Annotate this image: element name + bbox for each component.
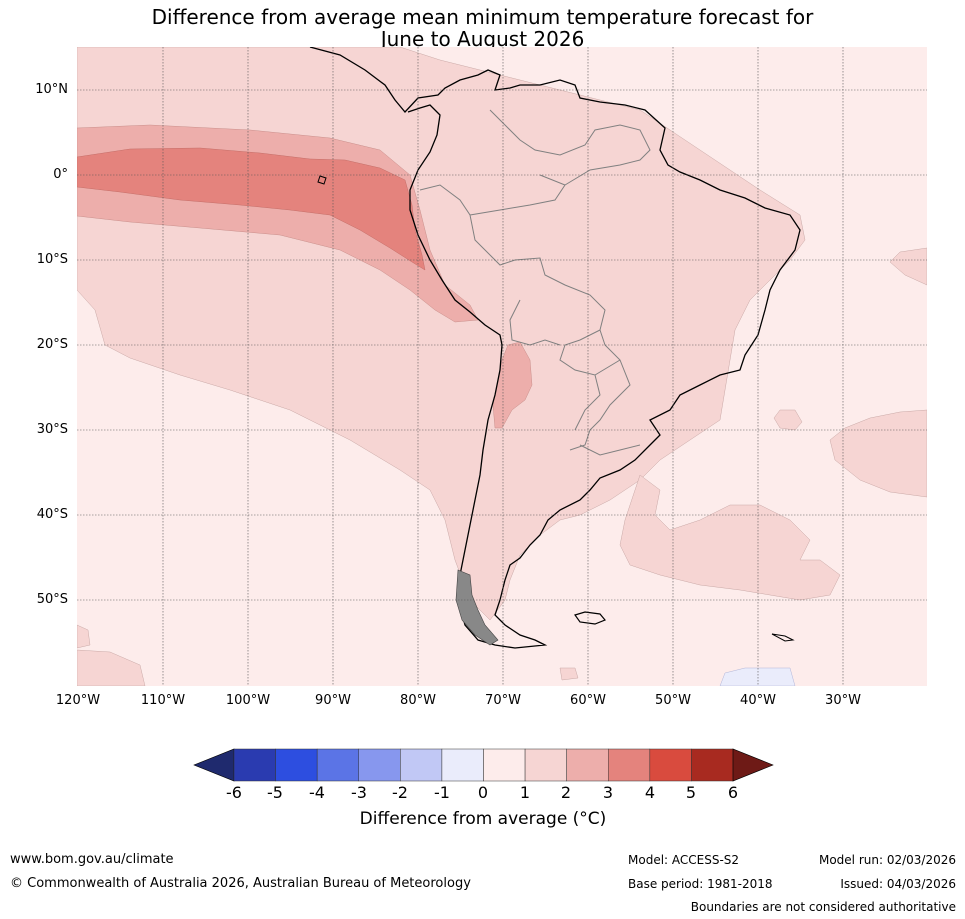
anomaly-1-2-atlantic — [619, 474, 841, 601]
colorbar-segment — [524, 748, 567, 782]
website-link[interactable]: www.bom.gov.au/climate — [10, 852, 174, 867]
colorbar-segment — [649, 748, 692, 782]
chile-archipelago — [455, 569, 499, 646]
issued-text: Issued: 04/03/2026 — [840, 877, 956, 891]
lon-label-40w: 40°W — [740, 693, 776, 708]
colorbar-arrow-high — [732, 748, 774, 782]
south-georgia — [771, 633, 795, 642]
disclaimer-text: Boundaries are not considered authoritat… — [690, 900, 956, 914]
graticule — [77, 47, 927, 686]
anomaly-1-2-w-patch — [77, 624, 91, 649]
falkland-islands — [574, 611, 606, 625]
lon-label-60w: 60°W — [570, 693, 606, 708]
colorbar-tick-neg1: -1 — [434, 783, 450, 802]
colorbar-tick-neg2: -2 — [392, 783, 408, 802]
lat-label-0: 0° — [53, 167, 68, 182]
anomaly-3-4-region — [77, 147, 426, 271]
colorbar-segment — [691, 748, 734, 782]
colorbar-arrow-low — [193, 748, 235, 782]
anomaly-1-2-sw-patch — [77, 649, 146, 686]
lon-label-90w: 90°W — [315, 693, 351, 708]
colorbar-tick-0: 0 — [477, 783, 489, 802]
lon-label-50w: 50°W — [655, 693, 691, 708]
colorbar-segment — [233, 748, 276, 782]
lon-label-80w: 80°W — [400, 693, 436, 708]
lat-label-50s: 50°S — [36, 592, 68, 607]
colorbar-segment — [316, 748, 359, 782]
lon-label-120w: 120°W — [55, 693, 101, 708]
model-run-text: Model run: 02/03/2026 — [818, 853, 956, 867]
galapagos — [317, 175, 327, 185]
colorbar-tick-1: 1 — [519, 783, 531, 802]
south-america-coastline — [309, 47, 801, 649]
country-borders — [419, 109, 651, 456]
lon-label-110w: 110°W — [140, 693, 186, 708]
copyright-text: © Commonwealth of Australia 2026, Austra… — [10, 876, 471, 891]
lat-label-30s: 30°S — [36, 422, 68, 437]
lon-label-100w: 100°W — [225, 693, 271, 708]
lat-label-10s: 10°S — [36, 252, 68, 267]
colorbar-segment — [358, 748, 401, 782]
colorbar-tick-neg6: -6 — [226, 783, 242, 802]
map-title-line1: Difference from average mean minimum tem… — [151, 5, 814, 29]
anomaly-neg1-0-patch — [719, 667, 796, 686]
colorbar-label: Difference from average (°C) — [359, 809, 607, 829]
colorbar-tick-neg5: -5 — [267, 783, 283, 802]
anomaly-1-2-east-patch — [889, 247, 927, 286]
colorbar-segment — [483, 748, 526, 782]
colorbar-tick-neg4: -4 — [309, 783, 325, 802]
colorbar-tick-2: 2 — [560, 783, 572, 802]
colorbar-tick-neg3: -3 — [351, 783, 367, 802]
map-title-line2: June to August 2026 — [380, 27, 585, 51]
anomaly-1-2-east-atlantic — [829, 409, 927, 498]
colorbar-segment — [275, 748, 318, 782]
colorbar-segment — [566, 748, 609, 782]
colorbar-tick-3: 3 — [602, 783, 614, 802]
colorbar-segment — [441, 748, 484, 782]
lon-label-30w: 30°W — [825, 693, 861, 708]
colorbar-segment — [608, 748, 651, 782]
colorbar-segment — [400, 748, 443, 782]
colorbar-tick-6: 6 — [727, 783, 739, 802]
lat-label-10n: 10°N — [35, 82, 68, 97]
base-period-text: Base period: 1981-2018 — [628, 877, 773, 891]
colorbar-tick-5: 5 — [685, 783, 697, 802]
model-text: Model: ACCESS-S2 — [628, 853, 740, 867]
lon-label-70w: 70°W — [485, 693, 521, 708]
lat-label-40s: 40°S — [36, 507, 68, 522]
lat-label-20s: 20°S — [36, 337, 68, 352]
anomaly-1-2-brazil-coast — [559, 667, 579, 681]
colorbar-tick-4: 4 — [644, 783, 656, 802]
